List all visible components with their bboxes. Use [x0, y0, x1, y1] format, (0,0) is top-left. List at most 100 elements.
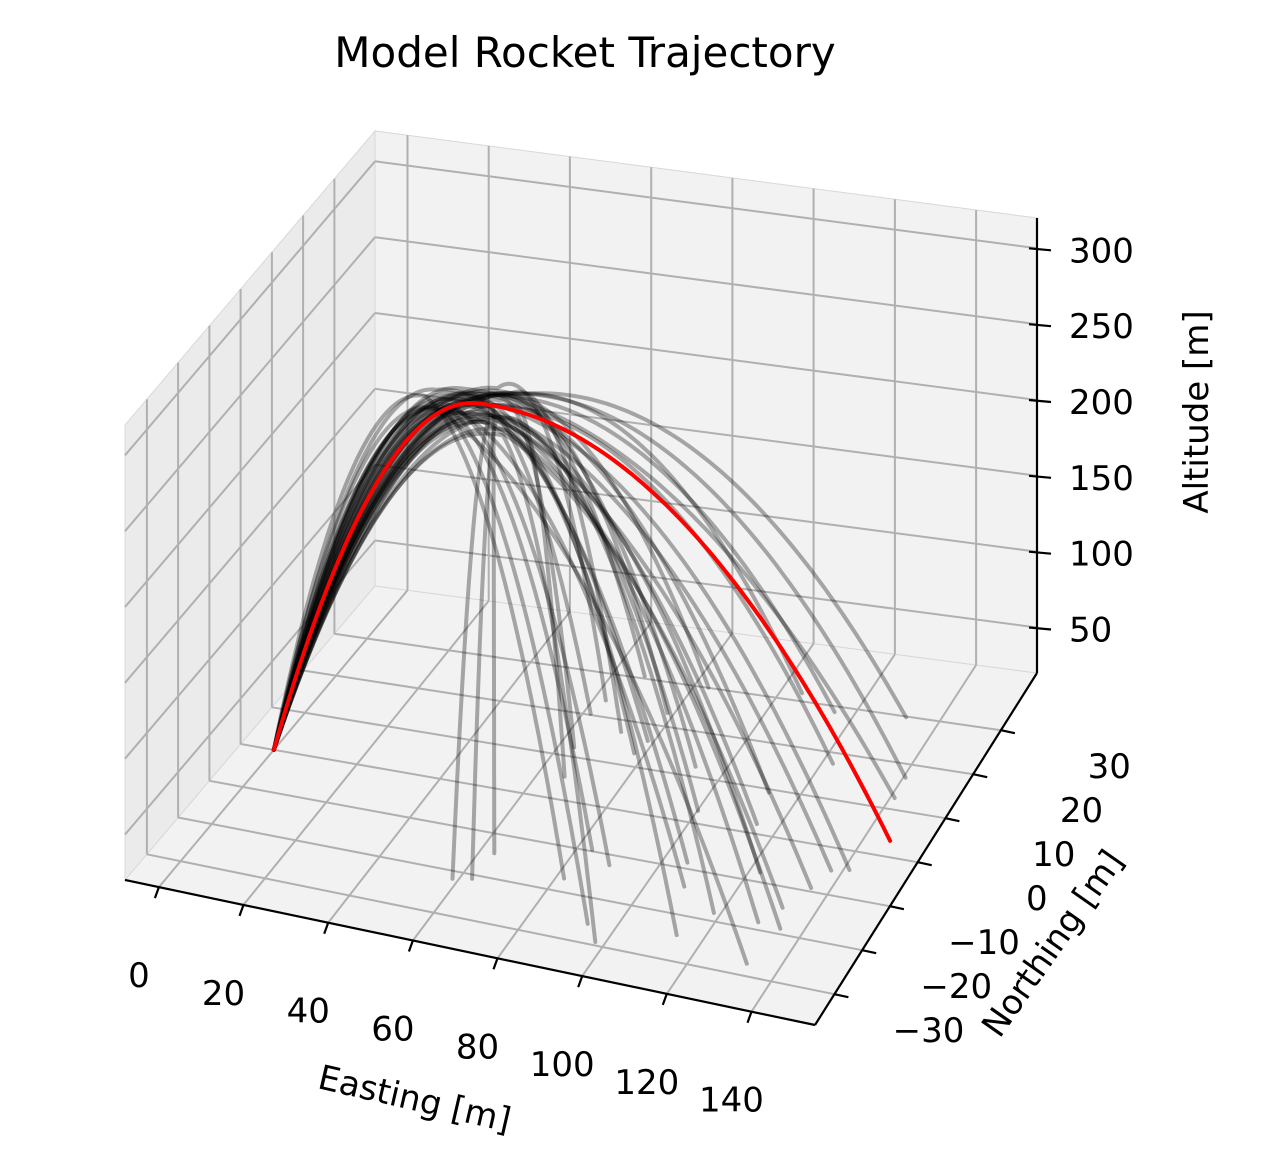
gridline-z-left: [124, 539, 376, 836]
tick-labels: 0 20 40 60 80 100 120 140−30−20−100102030501001…: [128, 231, 1134, 1120]
x-tick-label: 140: [699, 1081, 764, 1121]
gridline-z-left: [124, 160, 376, 456]
y-tick-label: 0: [1026, 879, 1048, 919]
z-tick-label: 50: [1069, 611, 1112, 651]
trajectory-line: [271, 388, 711, 752]
gridline-z-left: [124, 312, 376, 608]
x-tick-mark: [407, 940, 414, 952]
z-tick-mark: [1028, 626, 1052, 631]
trajectory-line: [271, 415, 716, 915]
gridline-x-floor: [158, 589, 409, 888]
axis-lines: [124, 218, 1052, 1027]
gridline-z-left: [124, 388, 376, 684]
gridline-z-back: [374, 236, 1038, 326]
y-tick-mark: [1000, 729, 1016, 735]
trajectory-line: [271, 397, 577, 752]
trajectory-line: [271, 406, 590, 926]
trajectory-line: [271, 389, 624, 752]
gridline-x-floor: [581, 643, 815, 977]
trajectory-line: [271, 386, 897, 800]
trajectory-line: [271, 404, 595, 852]
gridline-y-floor: [177, 816, 863, 952]
y-tick-mark: [889, 905, 905, 911]
x-tick-label: 0: [128, 956, 150, 996]
x-tick-label: 20: [202, 974, 245, 1014]
trajectory-line: [271, 403, 497, 856]
trajectory-line: [271, 413, 763, 875]
y-tick-mark: [834, 993, 849, 999]
y-tick-label: 10: [1032, 835, 1075, 875]
x-tick-mark: [746, 1011, 753, 1024]
x-tick-label: 40: [287, 992, 330, 1032]
trajectory-line: [271, 426, 679, 938]
gridline-x-floor: [242, 600, 490, 906]
x-tick-mark: [238, 904, 245, 917]
gridline-z-back: [374, 539, 1038, 629]
z-tick-label: 200: [1069, 383, 1134, 423]
axes-grid: [124, 135, 1038, 1013]
gridline-z-back: [374, 312, 1038, 401]
gridline-y-floor: [334, 632, 1002, 732]
trajectory-line: [271, 390, 593, 752]
gridline-z-left: [124, 464, 376, 760]
trajectory-line: [271, 419, 783, 931]
chart-title: Model Rocket Trajectory: [334, 28, 835, 77]
trajectory-line: [271, 396, 690, 865]
z-tick-label: 100: [1069, 535, 1134, 575]
trajectory-line: [271, 402, 612, 868]
x-tick-mark: [323, 922, 330, 935]
z-tick-label: 150: [1069, 459, 1134, 499]
y-tick-mark: [917, 861, 932, 867]
trajectory-line: [271, 419, 498, 881]
trajectory-line: [271, 391, 908, 752]
trajectory-line: [271, 407, 687, 889]
x-tick-mark: [153, 886, 160, 899]
x-tick-label: 80: [456, 1027, 499, 1067]
trajectory-line: [271, 405, 749, 966]
gridline-y-floor: [271, 706, 946, 820]
nominal-trajectory-group: [271, 401, 893, 843]
trajectory-line: [271, 431, 598, 944]
gridline-x-floor: [496, 632, 734, 959]
z-tick-label: 250: [1069, 307, 1134, 347]
altitude-axis-label: Altitude [m]: [1177, 310, 1217, 513]
x-tick-label: 120: [614, 1063, 679, 1103]
trajectory-line: [271, 409, 761, 925]
x-tick-label: 100: [530, 1045, 595, 1085]
trajectory-line: [271, 397, 814, 890]
easting-axis-label: Easting [m]: [314, 1058, 514, 1141]
gridline-y-floor: [240, 743, 918, 864]
y-tick-label: −30: [893, 1011, 965, 1051]
trajectory-line: [271, 393, 567, 881]
trajectory-line: [271, 381, 608, 752]
trajectory-line: [271, 410, 785, 910]
gridline-x-floor: [665, 653, 896, 995]
trajectory-line: [271, 394, 637, 756]
y-tick-mark: [861, 949, 877, 955]
y-tick-mark: [945, 817, 960, 823]
z-tick-mark: [1028, 323, 1052, 328]
x-axis-line: [124, 878, 816, 1027]
gridline-y-floor: [209, 779, 891, 908]
trajectory-line: [271, 412, 701, 813]
trajectory-line: [271, 391, 804, 752]
x-tick-label: 60: [371, 1010, 414, 1050]
z-tick-mark: [1028, 398, 1052, 404]
z-tick-mark: [1028, 474, 1052, 479]
gridline-y-floor: [302, 669, 974, 776]
x-tick-mark: [661, 993, 668, 1006]
x-tick-mark: [577, 975, 584, 988]
y-tick-label: −20: [920, 967, 992, 1007]
nominal-trajectory-line: [271, 401, 893, 843]
gridline-x-floor: [327, 610, 571, 924]
z-tick-mark: [1028, 550, 1052, 555]
trajectory-line: [271, 391, 771, 795]
trajectory-line: [271, 393, 837, 752]
gridline-y-floor: [146, 853, 835, 996]
gridline-x-floor: [412, 621, 653, 942]
gridline-z-back: [374, 160, 1038, 250]
z-tick-mark: [1028, 247, 1052, 252]
y-tick-mark: [972, 773, 988, 779]
trajectory-line: [271, 402, 834, 873]
